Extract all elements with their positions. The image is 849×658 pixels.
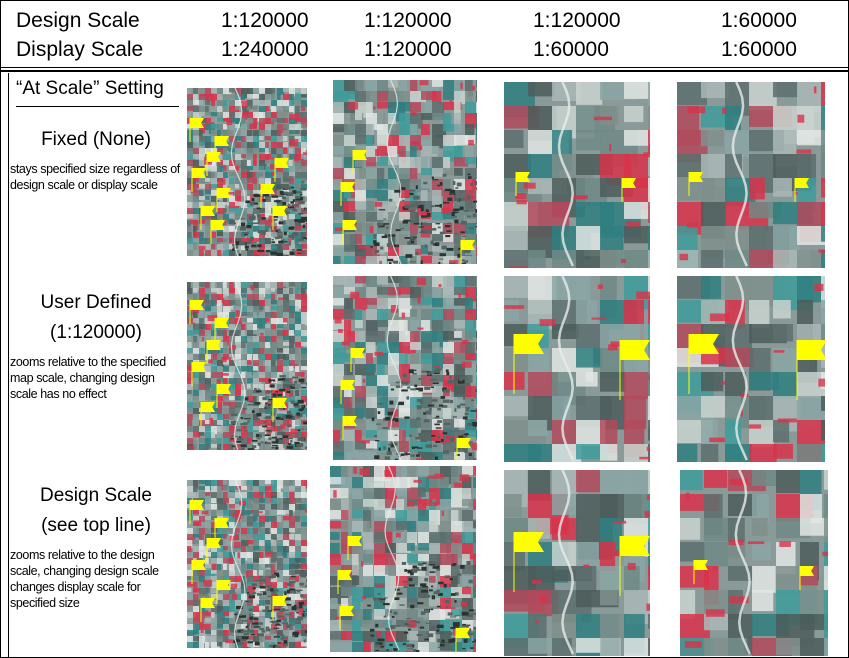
satellite-map-panel — [187, 480, 307, 648]
design-scale-label: Design Scale — [16, 9, 140, 32]
flag-marker-icon — [350, 348, 365, 372]
flag-marker-icon — [515, 172, 530, 196]
flag-marker-icon — [456, 438, 471, 460]
satellite-map-panel — [187, 88, 307, 256]
flag-marker-icon — [272, 596, 287, 620]
satellite-image — [504, 276, 650, 462]
flag-marker-icon — [460, 240, 475, 264]
flag-marker-icon — [200, 402, 215, 426]
flag-marker-icon — [455, 628, 470, 652]
flag-marker-icon — [688, 334, 719, 394]
design-scale-value: 1:120000 — [364, 9, 452, 32]
flag-marker-icon — [794, 178, 809, 202]
display-scale-value: 1:60000 — [721, 38, 797, 61]
satellite-map-panel — [504, 276, 650, 462]
flag-marker-icon — [621, 178, 636, 202]
flag-marker-icon — [189, 118, 204, 142]
at-scale-setting-heading: “At Scale” Setting — [16, 78, 164, 99]
flag-marker-icon — [342, 220, 357, 244]
flag-marker-icon — [214, 318, 229, 342]
satellite-map-panel — [333, 80, 477, 264]
satellite-image — [330, 466, 476, 652]
display-scale-row: Display Scale 1:240000 1:120000 1:60000 … — [0, 35, 849, 65]
flag-marker-icon — [342, 416, 357, 440]
flag-marker-icon — [216, 188, 231, 212]
flag-marker-icon — [191, 168, 206, 192]
setting-name: Fixed (None) — [41, 129, 151, 150]
flag-marker-icon — [796, 340, 825, 400]
satellite-map-panel — [680, 470, 828, 656]
satellite-image — [677, 276, 825, 462]
satellite-map-panel — [187, 282, 307, 450]
display-scale-value: 1:60000 — [533, 38, 609, 61]
heading-underline — [16, 106, 179, 107]
satellite-image — [187, 282, 307, 450]
design-scale-value: 1:120000 — [221, 9, 309, 32]
design-scale-row: Design Scale 1:120000 1:120000 1:120000 … — [0, 6, 849, 36]
flag-marker-icon — [191, 362, 206, 386]
row-label-user-defined: User Defined (1:120000) zooms relative t… — [10, 288, 182, 402]
flag-marker-icon — [189, 300, 204, 324]
satellite-map-panel — [677, 276, 825, 462]
flag-marker-icon — [619, 536, 650, 596]
flag-marker-icon — [191, 560, 206, 584]
satellite-map-panel — [330, 466, 476, 652]
flag-marker-icon — [216, 580, 231, 604]
flag-marker-icon — [200, 206, 215, 230]
display-scale-value: 1:240000 — [221, 38, 309, 61]
flag-marker-icon — [340, 182, 355, 206]
row-label-fixed: Fixed (None) stays specified size regard… — [10, 125, 182, 193]
flag-marker-icon — [688, 172, 703, 196]
flag-marker-icon — [619, 340, 650, 400]
row-label-design-scale: Design Scale (see top line) zooms relati… — [10, 481, 182, 611]
setting-subname: (see top line) — [41, 515, 151, 536]
flag-marker-icon — [272, 206, 287, 230]
setting-name: User Defined — [40, 292, 152, 313]
setting-description: zooms relative to the specified map scal… — [10, 355, 166, 401]
satellite-map-panel — [333, 276, 477, 460]
satellite-map-panel — [504, 470, 650, 656]
header-divider — [0, 67, 849, 68]
flag-marker-icon — [206, 538, 221, 562]
flag-marker-icon — [347, 536, 362, 560]
satellite-image — [187, 88, 307, 256]
flag-marker-icon — [513, 532, 544, 592]
satellite-image — [504, 82, 650, 268]
satellite-image — [187, 480, 307, 648]
flag-marker-icon — [693, 560, 708, 584]
satellite-map-panel — [677, 82, 825, 268]
setting-description: stays specified size regardless of desig… — [10, 162, 180, 192]
setting-subname: (1:120000) — [50, 322, 142, 343]
flag-marker-icon — [513, 334, 544, 394]
setting-description: zooms relative to the design scale, chan… — [10, 548, 159, 610]
design-scale-value: 1:120000 — [533, 9, 621, 32]
flag-marker-icon — [206, 340, 221, 364]
display-scale-value: 1:120000 — [364, 38, 452, 61]
flag-marker-icon — [272, 398, 287, 422]
flag-marker-icon — [340, 380, 355, 404]
satellite-map-panel — [504, 82, 650, 268]
flag-marker-icon — [200, 598, 215, 622]
flag-marker-icon — [206, 152, 221, 176]
satellite-image — [677, 82, 825, 268]
flag-marker-icon — [260, 184, 275, 208]
setting-name: Design Scale — [40, 485, 152, 506]
satellite-image — [333, 276, 477, 460]
flag-marker-icon — [216, 384, 231, 408]
flag-marker-icon — [352, 150, 367, 174]
flag-marker-icon — [210, 220, 225, 244]
flag-marker-icon — [799, 566, 814, 590]
flag-marker-icon — [274, 158, 289, 182]
left-border — [8, 73, 9, 658]
satellite-image — [333, 80, 477, 264]
flag-marker-icon — [339, 606, 354, 630]
header-divider — [0, 70, 849, 72]
satellite-image — [680, 470, 828, 656]
design-scale-value: 1:60000 — [721, 9, 797, 32]
display-scale-label: Display Scale — [16, 38, 144, 61]
flag-marker-icon — [337, 570, 352, 594]
satellite-image — [504, 470, 650, 656]
flag-marker-icon — [189, 500, 204, 524]
